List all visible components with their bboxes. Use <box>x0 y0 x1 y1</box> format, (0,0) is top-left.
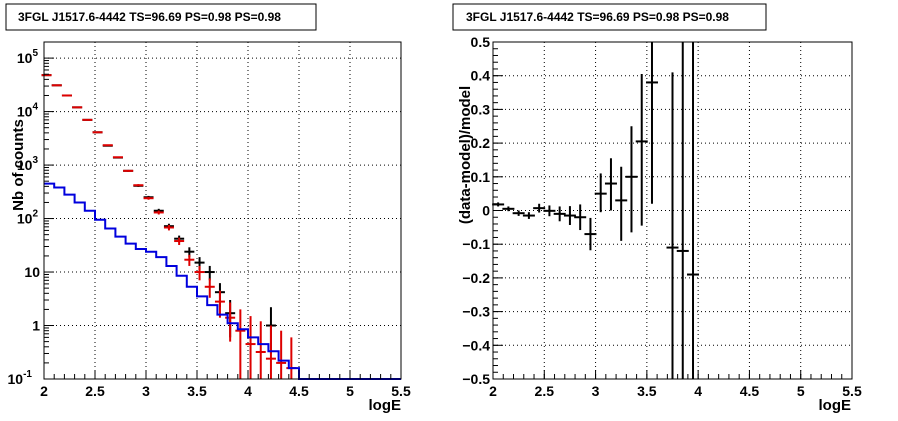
y-tick-label: 104 <box>17 102 39 120</box>
model-point <box>102 144 113 147</box>
data-point <box>604 158 617 211</box>
model-point <box>245 316 256 379</box>
x-tick-label: 2.5 <box>535 383 555 399</box>
x-tick-label: 2 <box>489 383 497 399</box>
model-point <box>61 94 72 97</box>
model-point <box>276 330 287 379</box>
counts-panel: 3FGL J1517.6-4442 TS=96.69 PS=0.98 PS=0.… <box>5 3 411 414</box>
y-tick-label: 102 <box>17 209 39 227</box>
data-point <box>533 203 546 213</box>
plot-area <box>492 42 700 379</box>
x-tick-label: 4 <box>244 383 252 399</box>
model-point <box>112 156 123 159</box>
data-point <box>204 265 215 281</box>
model-point <box>82 118 93 121</box>
model-point <box>153 210 164 215</box>
axis-ticks: 2 2.5 3 3.5 4 4.5 5 5.5 10-1 1 10 102 103 104 105 <box>8 48 411 399</box>
y-tick-label: −0.5 <box>462 371 490 387</box>
model-point <box>184 254 195 266</box>
model-point <box>214 290 225 318</box>
data-point <box>553 206 566 222</box>
plot-frame <box>43 41 402 380</box>
y-tick-label: −0.3 <box>462 304 490 320</box>
model-point <box>133 184 144 187</box>
y-tick-label: 10 <box>24 264 40 280</box>
grid-lines <box>44 42 401 379</box>
chart-title-box <box>452 3 767 31</box>
x-tick-label: 5.5 <box>391 383 411 399</box>
y-tick-label: −0.1 <box>462 236 490 252</box>
data-point <box>615 166 628 241</box>
model-point <box>123 169 134 172</box>
y-tick-label: 0.3 <box>471 101 491 117</box>
model-point <box>255 321 266 379</box>
y-axis-label: Nb of counts <box>10 119 27 211</box>
x-tick-label: 3.5 <box>187 383 207 399</box>
x-tick-label: 4.5 <box>740 383 760 399</box>
residual-panel: 3FGL J1517.6-4442 TS=96.69 PS=0.98 PS=0.… <box>452 3 862 414</box>
y-tick-label: 103 <box>17 155 39 173</box>
y-tick-label: 1 <box>32 318 40 334</box>
data-point <box>676 42 689 379</box>
data-point <box>502 206 515 212</box>
data-point <box>543 205 556 217</box>
y-tick-label: 0.4 <box>471 68 491 84</box>
data-point <box>522 212 535 219</box>
data-point <box>492 202 505 207</box>
model-point <box>286 337 297 379</box>
model-point <box>194 265 205 281</box>
model-point <box>92 131 103 134</box>
data-point <box>584 217 597 251</box>
model-point <box>72 106 83 109</box>
model-point <box>235 309 246 379</box>
chart-title: 3FGL J1517.6-4442 TS=96.69 PS=0.98 PS=0.… <box>466 10 729 24</box>
y-tick-label: 0.5 <box>471 34 491 50</box>
y-tick-label: 0.1 <box>471 169 491 185</box>
x-tick-label: 5.5 <box>842 383 862 399</box>
plot-area <box>41 74 401 380</box>
background-model-histogram <box>44 182 401 380</box>
data-point <box>625 126 638 233</box>
data-point <box>512 210 525 216</box>
y-tick-label: 105 <box>17 48 39 66</box>
x-tick-label: 5 <box>797 383 805 399</box>
x-tick-label: 2 <box>40 383 48 399</box>
data-point <box>687 42 700 379</box>
x-tick-label: 2.5 <box>85 383 105 399</box>
y-tick-label: 10-1 <box>8 369 33 387</box>
model-point <box>143 196 154 200</box>
axis-ticks: 2 2.5 3 3.5 4 4.5 5 5.5 −0.5 −0.4 −0.3 −0.2 −0.1 0 0.1… <box>462 34 862 399</box>
chart-title-box <box>5 3 317 31</box>
x-tick-label: 3 <box>592 383 600 399</box>
data-point <box>666 72 679 379</box>
chart-title: 3FGL J1517.6-4442 TS=96.69 PS=0.98 PS=0.… <box>18 10 281 24</box>
x-tick-label: 4.5 <box>289 383 309 399</box>
data-point <box>645 42 658 204</box>
model-point <box>163 224 174 231</box>
x-axis-label: logE <box>819 397 852 414</box>
data-point <box>594 173 607 213</box>
y-tick-label: −0.4 <box>462 337 490 353</box>
data-point <box>574 204 587 231</box>
x-tick-label: 5 <box>346 383 354 399</box>
x-tick-label: 3 <box>142 383 150 399</box>
y-tick-label: −0.2 <box>462 270 490 286</box>
x-tick-label: 3.5 <box>637 383 657 399</box>
data-point <box>563 206 576 225</box>
model-point <box>204 278 215 298</box>
x-tick-label: 4 <box>694 383 702 399</box>
y-tick-label: 0.2 <box>471 135 491 151</box>
x-axis-label: logE <box>369 397 402 414</box>
y-tick-label: 0 <box>482 203 490 219</box>
data-point <box>635 74 648 226</box>
model-point <box>174 237 185 246</box>
y-axis-label: (data-model)/model <box>457 86 474 224</box>
